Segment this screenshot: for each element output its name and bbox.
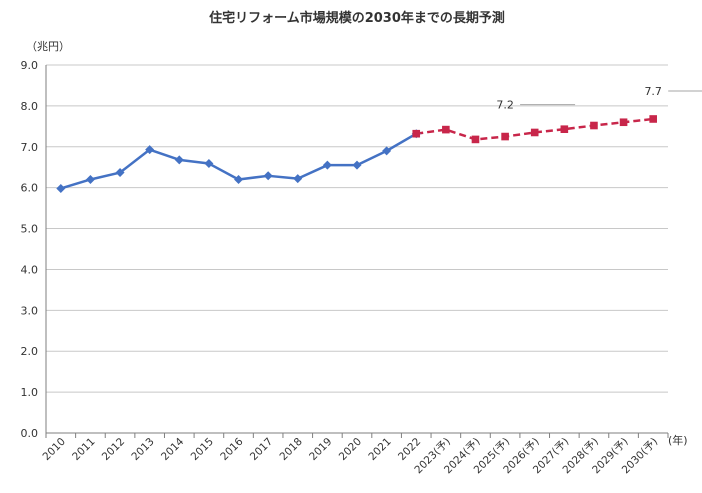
x-tick-label: 2017 <box>248 436 275 463</box>
x-tick-labels: 2010 2011 2012 2013 2014 2015 2016 2017 2018 2019… <box>41 435 661 476</box>
annotation-layer: 7.2 7.7 <box>496 85 702 112</box>
data-point <box>234 174 244 184</box>
data-point <box>85 174 95 184</box>
y-tick-label: 6.0 <box>21 182 39 195</box>
data-point <box>590 121 598 130</box>
data-point <box>442 125 450 134</box>
data-point <box>560 125 569 133</box>
annotation-label: 7.2 <box>496 99 514 112</box>
y-tick-label: 2.0 <box>21 345 39 358</box>
y-tick-label: 4.0 <box>21 263 39 276</box>
data-point <box>501 132 509 141</box>
x-unit-label: (年) <box>668 433 688 447</box>
data-point <box>174 155 184 165</box>
y-unit-label: （兆円） <box>26 40 70 53</box>
x-tick-label: 2014 <box>159 435 187 463</box>
y-tick-label: 5.0 <box>21 223 39 236</box>
y-tick-label: 3.0 <box>21 304 39 317</box>
data-point <box>382 146 392 156</box>
data-point <box>115 168 125 178</box>
data-point <box>412 129 421 138</box>
data-point <box>145 145 155 155</box>
data-point <box>471 135 480 144</box>
grid-layer <box>46 64 668 393</box>
x-tick-label: 2012 <box>100 436 127 463</box>
y-tick-label: 0.0 <box>21 427 39 440</box>
chart-title: 住宅リフォーム市場規模の2030年までの長期予測 <box>209 10 505 26</box>
annotation-label: 7.7 <box>644 85 662 98</box>
data-point <box>204 159 214 169</box>
x-tick-label: 2010 <box>41 436 68 463</box>
data-point <box>352 160 362 170</box>
y-tick-label: 1.0 <box>21 386 39 399</box>
data-point <box>530 128 539 137</box>
x-tick-label: 2015 <box>189 436 216 463</box>
y-tick-label: 9.0 <box>21 59 39 72</box>
data-point <box>619 118 628 127</box>
data-point <box>263 171 273 181</box>
axis-layer <box>45 65 669 438</box>
y-tick-labels: 0.0 1.0 2.0 3.0 4.0 5.0 6.0 7.0 8.0 9.0 <box>21 59 39 440</box>
series-line <box>416 117 654 141</box>
x-tick-label: 2011 <box>70 436 97 463</box>
x-tick-label: 2021 <box>366 436 393 463</box>
series-layer <box>56 115 657 193</box>
x-tick-label: 2016 <box>218 435 246 463</box>
data-point <box>322 160 332 170</box>
y-tick-label: 7.0 <box>21 141 39 154</box>
data-point <box>649 115 657 123</box>
data-point <box>56 183 66 193</box>
x-tick-label: 2013 <box>129 436 156 463</box>
x-tick-label: 2018 <box>277 436 304 463</box>
x-tick-label: 2019 <box>307 436 334 463</box>
x-tick-label: 2022 <box>396 436 423 463</box>
data-point <box>293 174 303 184</box>
x-tick-label: 2020 <box>337 436 364 463</box>
y-tick-label: 8.0 <box>21 100 39 113</box>
